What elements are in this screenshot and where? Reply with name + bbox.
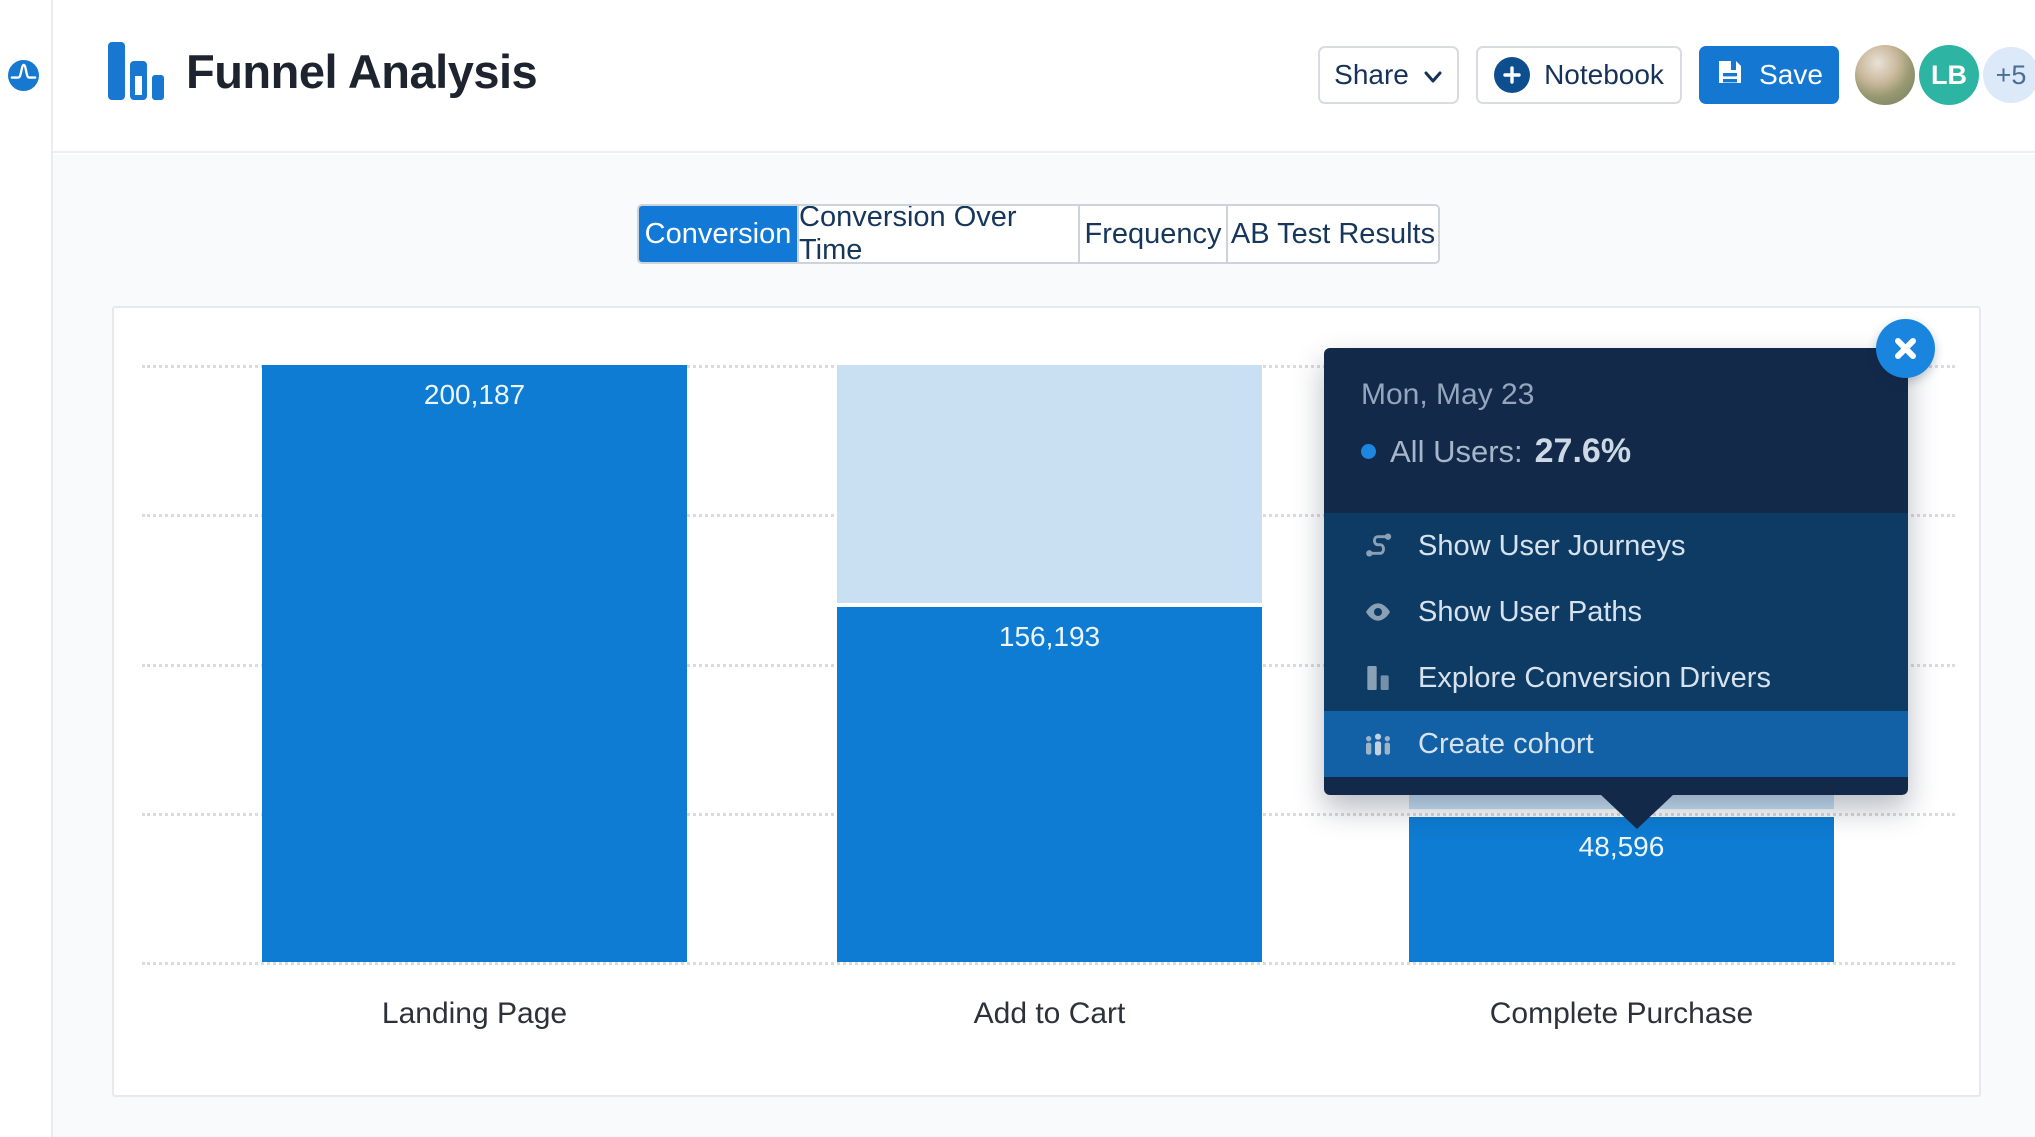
x-axis-label-landing-page: Landing Page bbox=[381, 997, 568, 1030]
bar-converted-segment[interactable]: 48,596 bbox=[1409, 817, 1834, 962]
bar-value-label: 48,596 bbox=[1578, 831, 1665, 862]
menu-item-label: Show User Paths bbox=[1418, 595, 1643, 628]
series-color-dot bbox=[1361, 444, 1376, 459]
page-title[interactable]: Funnel Analysis bbox=[186, 44, 538, 98]
menu-item-create-cohort[interactable]: Create cohort bbox=[1324, 711, 1908, 777]
amplitude-pulse-icon bbox=[10, 60, 37, 92]
save-floppy-icon bbox=[1715, 57, 1745, 94]
tab-conversion[interactable]: Conversion bbox=[639, 206, 799, 262]
cohort-icon bbox=[1361, 728, 1395, 760]
funnel-chart-icon bbox=[108, 42, 164, 100]
tooltip-header: Mon, May 23 All Users: 27.6% bbox=[1324, 348, 1908, 513]
bar-remainder-segment bbox=[837, 365, 1262, 603]
tab-ab-test-results[interactable]: AB Test Results bbox=[1228, 206, 1438, 262]
chevron-down-icon bbox=[1423, 59, 1443, 91]
menu-item-label: Create cohort bbox=[1418, 727, 1594, 760]
save-button[interactable]: Save bbox=[1699, 46, 1839, 104]
notebook-button[interactable]: Notebook bbox=[1476, 46, 1682, 104]
funnel-bar-add-to-cart: 156,193 bbox=[837, 365, 1262, 962]
header: Funnel Analysis Share Notebook bbox=[52, 0, 2035, 153]
menu-item-show-user-paths[interactable]: Show User Paths bbox=[1324, 579, 1908, 645]
close-icon[interactable] bbox=[1876, 319, 1935, 378]
journeys-icon bbox=[1361, 530, 1395, 562]
tooltip-footer bbox=[1324, 777, 1908, 795]
gridline bbox=[142, 962, 1955, 965]
chart-type-tabs: Conversion Conversion Over Time Frequenc… bbox=[637, 204, 1440, 264]
datapoint-tooltip: Mon, May 23 All Users: 27.6% Show User J… bbox=[1324, 348, 1908, 795]
user-avatar-initials[interactable]: LB bbox=[1919, 45, 1979, 105]
tooltip-conversion-value: 27.6% bbox=[1534, 432, 1632, 470]
x-axis-label-complete-purchase: Complete Purchase bbox=[1489, 997, 1754, 1030]
bar-converted-segment[interactable]: 200,187 bbox=[262, 365, 687, 962]
bar-converted-segment[interactable]: 156,193 bbox=[837, 607, 1262, 962]
tooltip-date: Mon, May 23 bbox=[1361, 378, 1535, 411]
funnel-bar-landing-page: 200,187 bbox=[262, 365, 687, 962]
bar-value-label: 156,193 bbox=[998, 621, 1101, 652]
menu-item-label: Show User Journeys bbox=[1418, 529, 1686, 562]
bar-value-label: 200,187 bbox=[423, 379, 526, 410]
content-area: Conversion Conversion Over Time Frequenc… bbox=[52, 155, 2035, 1137]
menu-item-show-user-journeys[interactable]: Show User Journeys bbox=[1324, 513, 1908, 579]
x-axis-label-add-to-cart: Add to Cart bbox=[973, 997, 1126, 1030]
menu-item-explore-conversion-drivers[interactable]: Explore Conversion Drivers bbox=[1324, 645, 1908, 711]
tooltip-action-menu: Show User Journeys Show User Paths Explo… bbox=[1324, 513, 1908, 777]
plus-circle-icon bbox=[1494, 57, 1531, 93]
notebook-button-label: Notebook bbox=[1544, 59, 1664, 90]
tooltip-arrow bbox=[1600, 794, 1674, 829]
share-button[interactable]: Share bbox=[1318, 46, 1459, 104]
eye-icon bbox=[1361, 596, 1395, 628]
tooltip-series-label: All Users: bbox=[1390, 433, 1523, 469]
avatar-overflow-count[interactable]: +5 bbox=[1983, 47, 2035, 103]
tab-frequency[interactable]: Frequency bbox=[1080, 206, 1228, 262]
menu-item-label: Explore Conversion Drivers bbox=[1418, 661, 1771, 694]
user-avatar-photo[interactable] bbox=[1855, 45, 1915, 105]
tab-conversion-over-time[interactable]: Conversion Over Time bbox=[799, 206, 1080, 262]
share-button-label: Share bbox=[1334, 59, 1409, 90]
bar-chart-icon bbox=[1361, 662, 1395, 694]
amplitude-logo[interactable] bbox=[8, 60, 39, 91]
left-rail-divider bbox=[51, 0, 53, 1137]
save-button-label: Save bbox=[1759, 59, 1823, 90]
